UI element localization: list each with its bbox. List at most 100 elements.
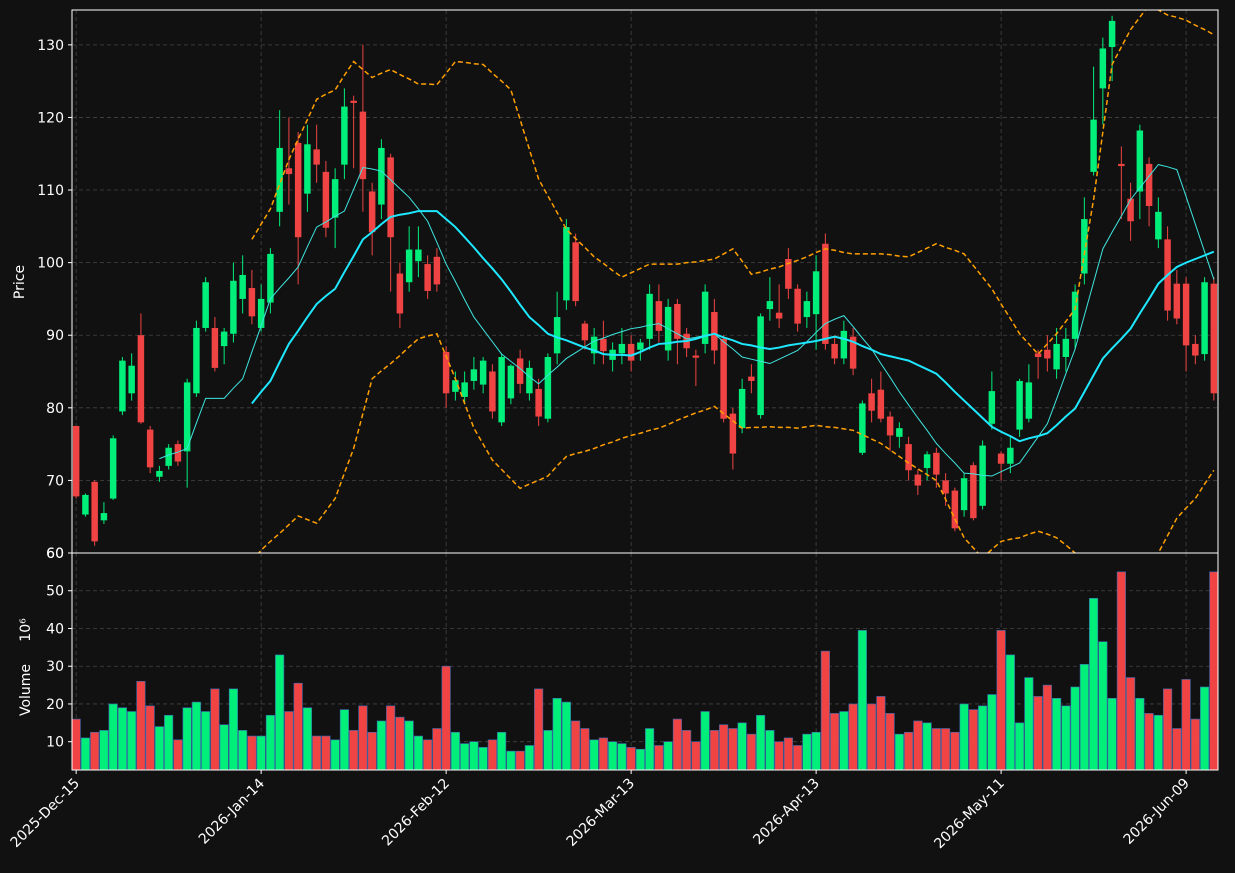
candle-body xyxy=(535,388,542,417)
volume-bar xyxy=(626,747,636,770)
volume-bar xyxy=(376,720,386,770)
volume-bar xyxy=(876,696,886,770)
volume-bar xyxy=(1024,677,1034,770)
candle-body xyxy=(1099,48,1107,89)
candle-body xyxy=(701,291,709,344)
volume-bar xyxy=(571,720,581,770)
volume-bar xyxy=(765,730,775,770)
candle-body xyxy=(849,336,857,369)
candle-body xyxy=(257,298,265,328)
y-tick-label: 70 xyxy=(46,473,64,489)
candle-body xyxy=(331,179,339,218)
volume-bar xyxy=(737,722,747,770)
volume-bar xyxy=(330,739,340,770)
candle-body xyxy=(618,343,626,354)
volume-bar xyxy=(460,743,470,770)
candle-body xyxy=(1210,283,1218,394)
volume-bar xyxy=(450,731,460,770)
volume-bar xyxy=(515,750,525,770)
volume-bar xyxy=(127,711,137,770)
volume-bar xyxy=(173,739,183,770)
volume-bar xyxy=(941,728,951,770)
candle-body xyxy=(775,312,783,319)
candle-body xyxy=(146,429,154,468)
candle-body xyxy=(988,391,996,424)
volume-bar xyxy=(1144,713,1154,770)
volume-bar xyxy=(358,705,368,770)
volume-bar xyxy=(608,741,618,770)
candle-body xyxy=(1127,198,1134,222)
candle-body xyxy=(1118,163,1125,167)
volume-bar xyxy=(561,701,571,770)
candle-body xyxy=(822,243,829,344)
candle-body xyxy=(183,382,191,452)
volume-bar xyxy=(386,705,396,770)
volume-bar xyxy=(1098,641,1108,770)
candle-body xyxy=(886,416,894,436)
volume-bar xyxy=(617,743,627,770)
candle-body xyxy=(452,380,459,392)
volume-bar xyxy=(478,747,488,770)
volume-bar xyxy=(117,707,127,770)
volume-bar xyxy=(1163,688,1173,770)
candle-body xyxy=(239,274,246,299)
volume-bar xyxy=(691,741,701,770)
volume-bar xyxy=(275,654,285,770)
volume-bar xyxy=(802,733,812,770)
volume-bar xyxy=(1052,697,1062,770)
volume-bar xyxy=(598,737,608,770)
volume-bar xyxy=(589,739,599,770)
candle-body xyxy=(267,253,274,303)
volume-bar xyxy=(728,728,738,770)
volume-bar xyxy=(1089,597,1099,770)
candle-body xyxy=(1081,219,1088,274)
volume-bar xyxy=(1200,686,1210,770)
candle-body xyxy=(489,371,496,412)
volume-bar xyxy=(1135,697,1145,770)
y-tick-label: 110 xyxy=(37,183,64,199)
candle-body xyxy=(600,338,607,352)
indicator-line xyxy=(251,210,1215,443)
candle-body xyxy=(711,311,718,351)
volume-bar xyxy=(959,703,969,770)
candle-body xyxy=(1192,343,1199,356)
volume-bar xyxy=(1172,728,1182,770)
candle-body xyxy=(230,280,237,334)
volume-bar xyxy=(99,730,109,770)
candle-body xyxy=(211,327,219,368)
candle-body xyxy=(812,271,820,315)
candle-body xyxy=(720,338,727,419)
volume-bar xyxy=(1209,571,1218,770)
candle-body xyxy=(137,335,145,423)
candle-body xyxy=(1062,338,1070,357)
candle-body xyxy=(91,481,98,542)
volume-bar xyxy=(904,731,914,770)
volume-bar xyxy=(312,735,322,770)
candle-body xyxy=(1145,163,1153,207)
candle-body xyxy=(1155,211,1162,240)
candle-body xyxy=(498,356,505,423)
candle-body xyxy=(1173,283,1181,319)
candle-body xyxy=(516,358,524,384)
volume-bar xyxy=(682,730,692,770)
volume-bar xyxy=(820,650,830,770)
candle-body xyxy=(553,317,561,354)
candle-body xyxy=(794,288,801,324)
candle-body xyxy=(405,249,413,283)
volume-bar xyxy=(1153,714,1163,770)
candle-body xyxy=(942,480,949,494)
candle-body xyxy=(803,301,811,318)
volume-bar xyxy=(867,703,877,770)
volume-bar xyxy=(783,737,793,770)
indicator-line xyxy=(257,332,1215,553)
volume-bar xyxy=(774,741,784,770)
candle-body xyxy=(646,293,653,339)
volume-bar xyxy=(524,745,534,770)
candle-body xyxy=(341,106,348,165)
volume-bar xyxy=(700,711,710,770)
candle-body xyxy=(396,273,404,314)
volume-bar xyxy=(839,711,849,770)
candle-body xyxy=(174,444,182,462)
volume-bar xyxy=(90,731,100,770)
volume-bar xyxy=(423,739,433,770)
